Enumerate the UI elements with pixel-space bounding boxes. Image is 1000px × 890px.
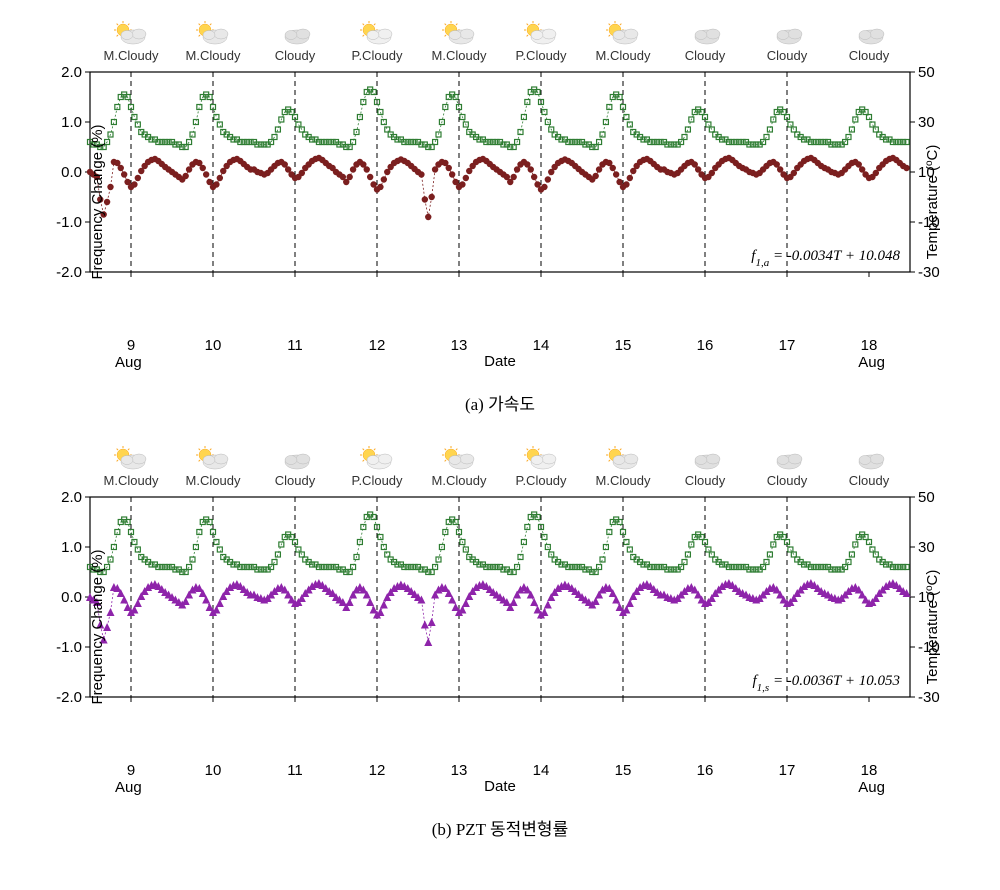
- x-tick: 12: [336, 337, 418, 354]
- y-left-label: Frequency Change (%): [89, 549, 106, 704]
- svg-text:50: 50: [918, 492, 935, 506]
- svg-text:-1.0: -1.0: [56, 639, 82, 656]
- y-right-label: Temperature (oC): [924, 145, 941, 260]
- weather-cell: M.Cloudy: [172, 445, 254, 488]
- weather-label: Cloudy: [275, 473, 315, 488]
- weather-label: Cloudy: [849, 48, 889, 63]
- weather-label: M.Cloudy: [596, 473, 651, 488]
- x-axis-label: Date: [20, 778, 980, 795]
- chart-wrap: Frequency Change (%) -2.0 -1.0 0.0 1.0 2.0 -3…: [20, 492, 980, 762]
- weather-cell: Cloudy: [664, 20, 746, 63]
- x-tick: 14: [500, 337, 582, 354]
- svg-text:0.0: 0.0: [61, 589, 82, 606]
- x-tick: 18: [828, 762, 910, 779]
- x-tick: 10: [172, 762, 254, 779]
- weather-cell: Cloudy: [746, 445, 828, 488]
- weather-cell: M.Cloudy: [172, 20, 254, 63]
- weather-cell: Cloudy: [828, 20, 910, 63]
- weather-cell: M.Cloudy: [582, 445, 664, 488]
- svg-text:1.0: 1.0: [61, 539, 82, 556]
- weather-label: P.Cloudy: [515, 473, 566, 488]
- svg-text:-30: -30: [918, 689, 940, 702]
- x-tick: 9: [90, 337, 172, 354]
- weather-label: M.Cloudy: [186, 473, 241, 488]
- weather-cell: P.Cloudy: [336, 445, 418, 488]
- weather-cell: M.Cloudy: [418, 20, 500, 63]
- weather-cell: Cloudy: [254, 445, 336, 488]
- y-left-label: Frequency Change (%): [89, 124, 106, 279]
- svg-text:30: 30: [918, 114, 935, 131]
- svg-text:2.0: 2.0: [61, 492, 82, 506]
- svg-text:-30: -30: [918, 264, 940, 277]
- x-tick: 17: [746, 762, 828, 779]
- weather-cell: P.Cloudy: [500, 445, 582, 488]
- weather-cell: M.Cloudy: [418, 445, 500, 488]
- weather-label: M.Cloudy: [104, 473, 159, 488]
- x-tick: 16: [664, 337, 746, 354]
- x-tick: 16: [664, 762, 746, 779]
- weather-cell: Cloudy: [254, 20, 336, 63]
- x-tick: 9: [90, 762, 172, 779]
- x-tick: 10: [172, 337, 254, 354]
- weather-label: Cloudy: [685, 48, 725, 63]
- weather-label: Cloudy: [767, 473, 807, 488]
- x-tick: 14: [500, 762, 582, 779]
- month-right: Aug: [858, 779, 885, 796]
- weather-row: M.Cloudy M.Cloudy Cloudy P.Cloudy M.Clou…: [20, 20, 980, 63]
- x-tick: 11: [254, 762, 336, 779]
- weather-label: Cloudy: [767, 48, 807, 63]
- x-tick: 15: [582, 337, 664, 354]
- weather-cell: Cloudy: [828, 445, 910, 488]
- weather-label: Cloudy: [275, 48, 315, 63]
- x-tick: 15: [582, 762, 664, 779]
- weather-label: M.Cloudy: [432, 473, 487, 488]
- caption: (b) PZT 동적변형률: [20, 815, 980, 840]
- weather-label: M.Cloudy: [104, 48, 159, 63]
- weather-cell: M.Cloudy: [90, 20, 172, 63]
- month-left: Aug: [115, 354, 142, 371]
- month-right: Aug: [858, 354, 885, 371]
- y-right-label: Temperature (oC): [924, 570, 941, 685]
- svg-text:30: 30: [918, 539, 935, 556]
- weather-label: Cloudy: [685, 473, 725, 488]
- svg-text:0.0: 0.0: [61, 164, 82, 181]
- caption: (a) 가속도: [20, 390, 980, 415]
- month-left: Aug: [115, 779, 142, 796]
- svg-text:-2.0: -2.0: [56, 689, 82, 702]
- weather-label: M.Cloudy: [596, 48, 651, 63]
- plot-svg: -2.0-1.00.01.02.0-30-10103050f1,s = -0.0…: [20, 492, 980, 702]
- x-tick: 11: [254, 337, 336, 354]
- x-tick: 13: [418, 762, 500, 779]
- x-tick: 17: [746, 337, 828, 354]
- x-axis-ticks: 9101112131415161718: [20, 337, 980, 354]
- weather-cell: M.Cloudy: [582, 20, 664, 63]
- x-tick: 13: [418, 337, 500, 354]
- weather-label: P.Cloudy: [351, 48, 402, 63]
- weather-cell: P.Cloudy: [336, 20, 418, 63]
- weather-cell: P.Cloudy: [500, 20, 582, 63]
- svg-text:-1.0: -1.0: [56, 214, 82, 231]
- chart-wrap: Frequency Change (%) -2.0 -1.0 0.0 1.0 2.0 -3…: [20, 67, 980, 337]
- weather-row: M.Cloudy M.Cloudy Cloudy P.Cloudy M.Clou…: [20, 445, 980, 488]
- weather-label: M.Cloudy: [432, 48, 487, 63]
- svg-text:2.0: 2.0: [61, 67, 82, 81]
- x-tick: 12: [336, 762, 418, 779]
- weather-cell: M.Cloudy: [90, 445, 172, 488]
- weather-cell: Cloudy: [746, 20, 828, 63]
- weather-label: M.Cloudy: [186, 48, 241, 63]
- chart-a: M.Cloudy M.Cloudy Cloudy P.Cloudy M.Clou…: [20, 20, 980, 415]
- weather-label: Cloudy: [849, 473, 889, 488]
- plot-svg: -2.0-1.00.01.02.0-30-10103050f1,a = -0.0…: [20, 67, 980, 277]
- svg-text:1.0: 1.0: [61, 114, 82, 131]
- weather-label: P.Cloudy: [351, 473, 402, 488]
- chart-b: M.Cloudy M.Cloudy Cloudy P.Cloudy M.Clou…: [20, 445, 980, 840]
- x-axis-ticks: 9101112131415161718: [20, 762, 980, 779]
- x-axis-label: Date: [20, 353, 980, 370]
- x-tick: 18: [828, 337, 910, 354]
- weather-label: P.Cloudy: [515, 48, 566, 63]
- weather-cell: Cloudy: [664, 445, 746, 488]
- svg-text:50: 50: [918, 67, 935, 81]
- svg-text:-2.0: -2.0: [56, 264, 82, 277]
